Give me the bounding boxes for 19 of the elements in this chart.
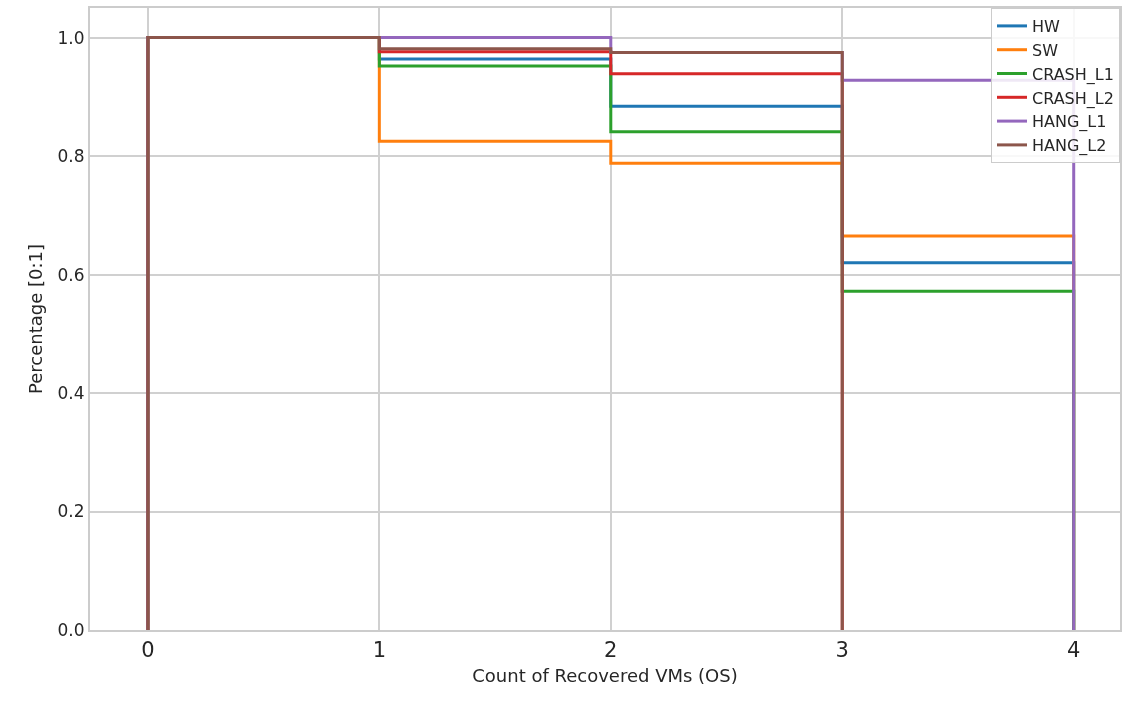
y-tick-label: 0.0 bbox=[57, 619, 85, 640]
legend-label: HANG_L2 bbox=[1032, 136, 1107, 157]
y-tick-label: 0.4 bbox=[57, 383, 85, 403]
legend-label: SW bbox=[1032, 40, 1059, 60]
x-tick-label: 0 bbox=[141, 638, 155, 663]
x-tick-label: 2 bbox=[604, 638, 618, 663]
x-tick-label: 1 bbox=[372, 638, 387, 663]
legend-label: HANG_L1 bbox=[1032, 112, 1107, 133]
legend-label: CRASH_L2 bbox=[1032, 88, 1114, 109]
y-tick-label: 0.6 bbox=[57, 264, 85, 285]
y-tick-label: 0.8 bbox=[57, 146, 85, 167]
legend-label: CRASH_L1 bbox=[1032, 64, 1114, 85]
x-tick-label: 3 bbox=[835, 638, 849, 663]
y-axis-title: Percentage [0:1] bbox=[25, 244, 47, 394]
y-tick-label: 0.2 bbox=[57, 501, 85, 522]
x-tick-label: 4 bbox=[1067, 638, 1081, 663]
x-axis-title: Count of Recovered VMs (OS) bbox=[472, 664, 738, 686]
legend-label: HW bbox=[1032, 17, 1061, 37]
y-tick-label: 1.0 bbox=[57, 27, 85, 48]
